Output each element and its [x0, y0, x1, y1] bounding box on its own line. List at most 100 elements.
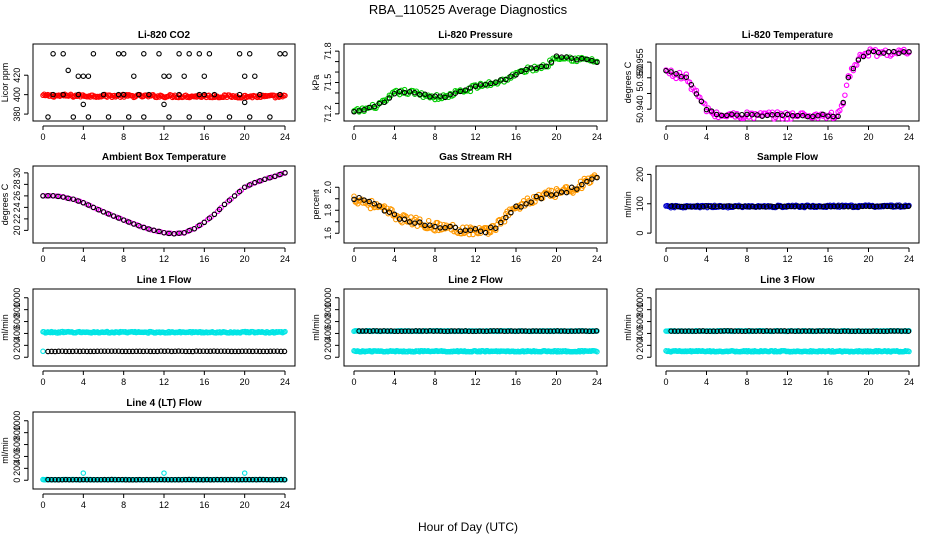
data-point: [218, 476, 224, 483]
data-point: [739, 203, 745, 210]
y-tick-label: 1.6: [323, 227, 333, 240]
data-point: [792, 203, 798, 210]
data-point: [586, 328, 593, 334]
data-point: [55, 348, 62, 355]
data-point: [196, 51, 203, 57]
data-point: [154, 228, 161, 235]
data-point: [457, 88, 464, 95]
panel-9: Line 3 Flow 0 4 8 12 16 20 24 0 2004006008001000m…: [623, 275, 920, 387]
y-tick-label: 800: [323, 302, 333, 317]
data-point: [141, 114, 147, 120]
data-point: [206, 215, 213, 221]
data-point: [226, 330, 233, 336]
data-point: [137, 476, 143, 483]
data-point: [554, 328, 561, 334]
data-point: [100, 209, 107, 215]
data-point: [518, 68, 524, 75]
data-point: [278, 476, 284, 483]
data-point: [239, 348, 245, 355]
data-point: [462, 227, 469, 233]
data-point: [503, 214, 509, 221]
data-point: [246, 476, 252, 483]
data-point: [166, 230, 172, 237]
data-point: [902, 203, 908, 210]
data-point: [119, 348, 125, 355]
data-point: [241, 470, 248, 476]
data-point: [774, 111, 781, 118]
data-point: [447, 92, 453, 98]
y-tick-label: 30: [12, 168, 22, 178]
data-point: [513, 72, 519, 78]
data-point: [249, 476, 256, 483]
data-point: [528, 199, 534, 205]
data-point: [523, 201, 529, 207]
data-point: [877, 328, 883, 334]
y-tick-label: 0: [635, 355, 645, 360]
data-point: [565, 328, 571, 334]
x-tick-label: 16: [823, 132, 833, 142]
data-point: [122, 348, 129, 355]
x-tick-label: 24: [280, 132, 290, 142]
plot-frame: [32, 165, 296, 244]
y-axis-label: degrees C: [623, 61, 633, 103]
data-point: [90, 204, 97, 211]
data-point: [589, 57, 595, 64]
data-point: [584, 56, 590, 63]
data-point: [72, 92, 79, 98]
panel-3: Li-820 Temperature 0 4 8 12 16 20 24 50.940 50.95…: [623, 30, 920, 142]
data-point: [898, 328, 905, 334]
data-point: [156, 228, 162, 235]
data-point: [241, 184, 248, 190]
data-point: [778, 203, 784, 210]
data-point: [381, 99, 388, 106]
data-point: [108, 348, 115, 354]
data-point: [906, 48, 912, 55]
data-point: [396, 216, 403, 222]
data-point: [70, 114, 77, 120]
data-point: [671, 328, 678, 334]
data-point: [880, 328, 887, 334]
data-point: [493, 227, 499, 234]
data-point: [366, 328, 373, 334]
data-point: [69, 476, 76, 483]
data-point: [267, 174, 273, 181]
data-point: [817, 203, 823, 210]
data-point: [55, 477, 62, 483]
y-tick-label: 1000: [323, 288, 333, 308]
data-point: [171, 231, 177, 237]
data-point: [420, 328, 426, 334]
data-point: [707, 203, 713, 210]
data-point: [493, 79, 499, 86]
data-point: [196, 222, 203, 229]
x-tick-label: 12: [470, 254, 480, 264]
data-point: [833, 113, 840, 120]
data-point: [158, 348, 164, 354]
x-tick-label: 8: [121, 132, 126, 142]
data-point: [472, 226, 479, 232]
data-point: [547, 328, 554, 334]
data-point: [668, 328, 674, 334]
data-point: [384, 328, 391, 334]
data-point: [820, 328, 827, 334]
data-point: [538, 195, 545, 202]
data-point: [73, 476, 80, 483]
data-point: [216, 206, 223, 213]
data-point: [186, 227, 192, 234]
plot-frame: [32, 288, 296, 367]
data-point: [52, 348, 58, 355]
data-point: [526, 328, 532, 334]
data-point: [101, 348, 108, 354]
data-point: [69, 348, 76, 355]
data-point: [744, 111, 750, 118]
data-point: [743, 348, 749, 354]
data-point: [105, 476, 111, 483]
panel-title: Line 3 Flow: [760, 275, 815, 286]
data-point: [678, 203, 685, 210]
data-point: [257, 91, 263, 98]
data-point: [905, 203, 912, 210]
panel-title: Li-820 Temperature: [742, 30, 834, 41]
data-point: [827, 328, 834, 334]
data-point: [686, 328, 692, 334]
data-point: [673, 71, 679, 77]
data-point: [204, 348, 210, 355]
